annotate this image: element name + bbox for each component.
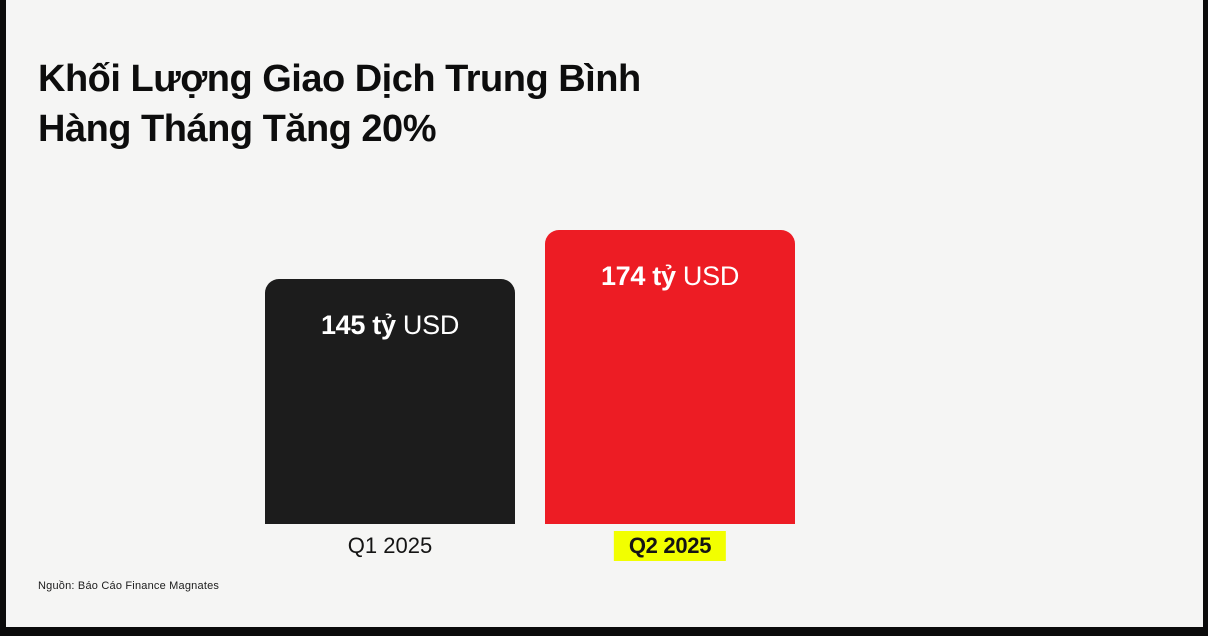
title-line-2: Hàng Tháng Tăng 20% xyxy=(38,108,436,150)
bar-unit-q2: USD xyxy=(682,261,740,291)
bar-unit-q1: USD xyxy=(402,310,460,340)
bar-value-q1: 145 tỷ xyxy=(320,310,396,340)
bar-q2-2025: 174 tỷ USD xyxy=(545,230,795,524)
bar-value-q2: 174 tỷ xyxy=(600,261,676,291)
axis-label-q2-2025: Q2 2025 xyxy=(613,531,727,561)
bar-value-label-q1: 145 tỷ USD xyxy=(265,279,515,341)
title-line-1: Khối Lượng Giao Dịch Trung Bình xyxy=(38,58,641,100)
frame-border-right xyxy=(1203,0,1208,636)
bar-value-label-q2: 174 tỷ USD xyxy=(545,230,795,292)
bar-q1-2025: 145 tỷ USD xyxy=(265,279,515,524)
frame-border-bottom xyxy=(0,627,1208,636)
frame-border-left xyxy=(0,0,6,636)
axis-label-q1-2025: Q1 2025 xyxy=(347,533,433,558)
source-note: Nguồn: Báo Cáo Finance Magnates xyxy=(38,580,220,592)
page-title: Khối Lượng Giao Dịch Trung Bình Hàng Thá… xyxy=(38,54,641,154)
